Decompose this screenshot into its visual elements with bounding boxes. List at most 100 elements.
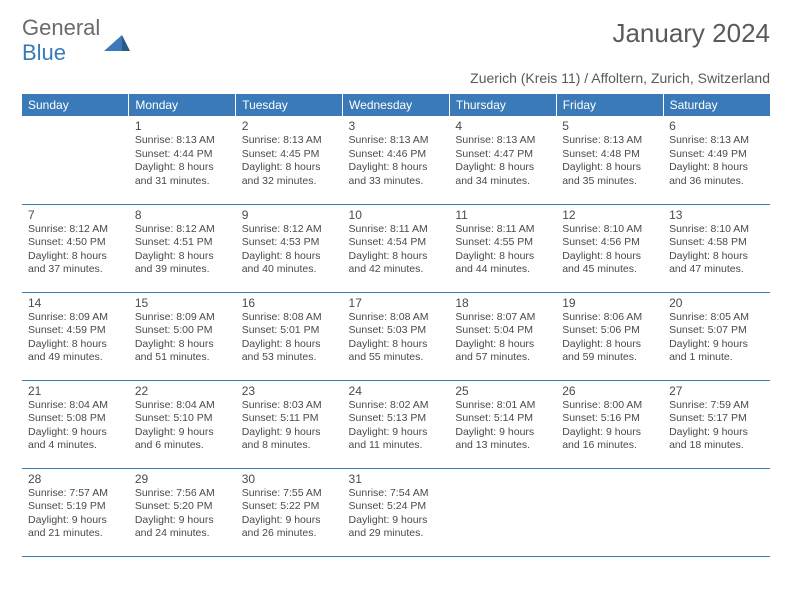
daylight-text: Daylight: 9 hours and 18 minutes. <box>669 426 764 453</box>
sunrise-text: Sunrise: 8:06 AM <box>562 311 657 325</box>
sunset-text: Sunset: 5:11 PM <box>242 412 337 426</box>
daylight-text: Daylight: 8 hours and 33 minutes. <box>349 161 444 188</box>
sunrise-text: Sunrise: 8:13 AM <box>562 134 657 148</box>
logo-text-wrap: General Blue <box>22 18 100 66</box>
calendar-day-cell: 13Sunrise: 8:10 AMSunset: 4:58 PMDayligh… <box>663 204 770 292</box>
calendar-day-cell: 4Sunrise: 8:13 AMSunset: 4:47 PMDaylight… <box>449 116 556 204</box>
daylight-text: Daylight: 8 hours and 32 minutes. <box>242 161 337 188</box>
sunrise-text: Sunrise: 7:57 AM <box>28 487 123 501</box>
day-header: Thursday <box>449 94 556 116</box>
calendar-day-cell: 18Sunrise: 8:07 AMSunset: 5:04 PMDayligh… <box>449 292 556 380</box>
day-number: 6 <box>669 119 764 133</box>
calendar-day-cell: 5Sunrise: 8:13 AMSunset: 4:48 PMDaylight… <box>556 116 663 204</box>
daylight-text: Daylight: 8 hours and 31 minutes. <box>135 161 230 188</box>
calendar-day-cell: 3Sunrise: 8:13 AMSunset: 4:46 PMDaylight… <box>343 116 450 204</box>
calendar-day-cell: 31Sunrise: 7:54 AMSunset: 5:24 PMDayligh… <box>343 468 450 556</box>
sunrise-text: Sunrise: 8:01 AM <box>455 399 550 413</box>
sunrise-text: Sunrise: 7:55 AM <box>242 487 337 501</box>
sunset-text: Sunset: 5:00 PM <box>135 324 230 338</box>
sunset-text: Sunset: 4:50 PM <box>28 236 123 250</box>
day-number: 1 <box>135 119 230 133</box>
header-bar: General Blue January 2024 <box>22 18 770 66</box>
sunrise-text: Sunrise: 8:00 AM <box>562 399 657 413</box>
day-header-row: SundayMondayTuesdayWednesdayThursdayFrid… <box>22 94 770 116</box>
day-number: 21 <box>28 384 123 398</box>
sunrise-text: Sunrise: 8:13 AM <box>669 134 764 148</box>
sunset-text: Sunset: 5:08 PM <box>28 412 123 426</box>
sunset-text: Sunset: 5:06 PM <box>562 324 657 338</box>
sunrise-text: Sunrise: 8:10 AM <box>669 223 764 237</box>
daylight-text: Daylight: 9 hours and 21 minutes. <box>28 514 123 541</box>
sunrise-text: Sunrise: 8:05 AM <box>669 311 764 325</box>
calendar-day-cell: 2Sunrise: 8:13 AMSunset: 4:45 PMDaylight… <box>236 116 343 204</box>
day-number: 2 <box>242 119 337 133</box>
sunset-text: Sunset: 5:24 PM <box>349 500 444 514</box>
location-subtitle: Zuerich (Kreis 11) / Affoltern, Zurich, … <box>22 70 770 86</box>
calendar-day-cell: 16Sunrise: 8:08 AMSunset: 5:01 PMDayligh… <box>236 292 343 380</box>
calendar-day-cell: 6Sunrise: 8:13 AMSunset: 4:49 PMDaylight… <box>663 116 770 204</box>
sunrise-text: Sunrise: 8:10 AM <box>562 223 657 237</box>
sunset-text: Sunset: 4:58 PM <box>669 236 764 250</box>
sunset-text: Sunset: 5:10 PM <box>135 412 230 426</box>
sunrise-text: Sunrise: 8:09 AM <box>135 311 230 325</box>
sunrise-text: Sunrise: 8:12 AM <box>242 223 337 237</box>
calendar-day-cell: 9Sunrise: 8:12 AMSunset: 4:53 PMDaylight… <box>236 204 343 292</box>
calendar-day-cell: 29Sunrise: 7:56 AMSunset: 5:20 PMDayligh… <box>129 468 236 556</box>
calendar-day-cell: 25Sunrise: 8:01 AMSunset: 5:14 PMDayligh… <box>449 380 556 468</box>
day-number: 9 <box>242 208 337 222</box>
calendar-week-row: 21Sunrise: 8:04 AMSunset: 5:08 PM Dayligh… <box>22 380 770 468</box>
sunset-text: Sunset: 4:46 PM <box>349 148 444 162</box>
daylight-text: Daylight: 9 hours and 1 minute. <box>669 338 764 365</box>
sunset-text: Sunset: 5:22 PM <box>242 500 337 514</box>
day-number: 5 <box>562 119 657 133</box>
daylight-text: Daylight: 8 hours and 39 minutes. <box>135 250 230 277</box>
sunset-text: Sunset: 5:03 PM <box>349 324 444 338</box>
logo: General Blue <box>22 18 130 66</box>
sunset-text: Sunset: 4:53 PM <box>242 236 337 250</box>
sunrise-text: Sunrise: 8:12 AM <box>135 223 230 237</box>
calendar-week-row: 7Sunrise: 8:12 AMSunset: 4:50 PMDaylight… <box>22 204 770 292</box>
day-header: Wednesday <box>343 94 450 116</box>
daylight-text: Daylight: 9 hours and 13 minutes. <box>455 426 550 453</box>
sunrise-text: Sunrise: 8:11 AM <box>455 223 550 237</box>
sunset-text: Sunset: 4:56 PM <box>562 236 657 250</box>
calendar-day-cell: 20Sunrise: 8:05 AMSunset: 5:07 PMDayligh… <box>663 292 770 380</box>
daylight-text: Daylight: 9 hours and 24 minutes. <box>135 514 230 541</box>
sunset-text: Sunset: 5:01 PM <box>242 324 337 338</box>
calendar-day-cell <box>22 116 129 204</box>
calendar-day-cell: 7Sunrise: 8:12 AMSunset: 4:50 PMDaylight… <box>22 204 129 292</box>
day-number: 13 <box>669 208 764 222</box>
sunrise-text: Sunrise: 8:12 AM <box>28 223 123 237</box>
day-number: 19 <box>562 296 657 310</box>
daylight-text: Daylight: 8 hours and 36 minutes. <box>669 161 764 188</box>
daylight-text: Daylight: 8 hours and 44 minutes. <box>455 250 550 277</box>
sunrise-text: Sunrise: 7:59 AM <box>669 399 764 413</box>
daylight-text: Daylight: 9 hours and 6 minutes. <box>135 426 230 453</box>
triangle-icon <box>104 29 130 56</box>
day-header: Saturday <box>663 94 770 116</box>
sunset-text: Sunset: 4:44 PM <box>135 148 230 162</box>
sunrise-text: Sunrise: 8:02 AM <box>349 399 444 413</box>
day-number: 31 <box>349 472 444 486</box>
sunset-text: Sunset: 5:16 PM <box>562 412 657 426</box>
daylight-text: Daylight: 9 hours and 8 minutes. <box>242 426 337 453</box>
day-number: 23 <box>242 384 337 398</box>
sunrise-text: Sunrise: 8:04 AM <box>28 399 123 413</box>
sunrise-text: Sunrise: 8:07 AM <box>455 311 550 325</box>
calendar-day-cell: 19Sunrise: 8:06 AMSunset: 5:06 PMDayligh… <box>556 292 663 380</box>
calendar-day-cell <box>449 468 556 556</box>
calendar-day-cell: 27Sunrise: 7:59 AMSunset: 5:17 PMDayligh… <box>663 380 770 468</box>
daylight-text: Daylight: 8 hours and 59 minutes. <box>562 338 657 365</box>
daylight-text: Daylight: 8 hours and 51 minutes. <box>135 338 230 365</box>
day-number: 12 <box>562 208 657 222</box>
sunset-text: Sunset: 4:51 PM <box>135 236 230 250</box>
calendar-body: 1Sunrise: 8:13 AMSunset: 4:44 PMDaylight… <box>22 116 770 556</box>
sunset-text: Sunset: 5:04 PM <box>455 324 550 338</box>
daylight-text: Daylight: 8 hours and 45 minutes. <box>562 250 657 277</box>
day-number: 20 <box>669 296 764 310</box>
calendar-day-cell: 12Sunrise: 8:10 AMSunset: 4:56 PMDayligh… <box>556 204 663 292</box>
calendar-week-row: 1Sunrise: 8:13 AMSunset: 4:44 PMDaylight… <box>22 116 770 204</box>
calendar-day-cell: 1Sunrise: 8:13 AMSunset: 4:44 PMDaylight… <box>129 116 236 204</box>
calendar-day-cell: 21Sunrise: 8:04 AMSunset: 5:08 PMDayligh… <box>22 380 129 468</box>
daylight-text: Daylight: 8 hours and 40 minutes. <box>242 250 337 277</box>
